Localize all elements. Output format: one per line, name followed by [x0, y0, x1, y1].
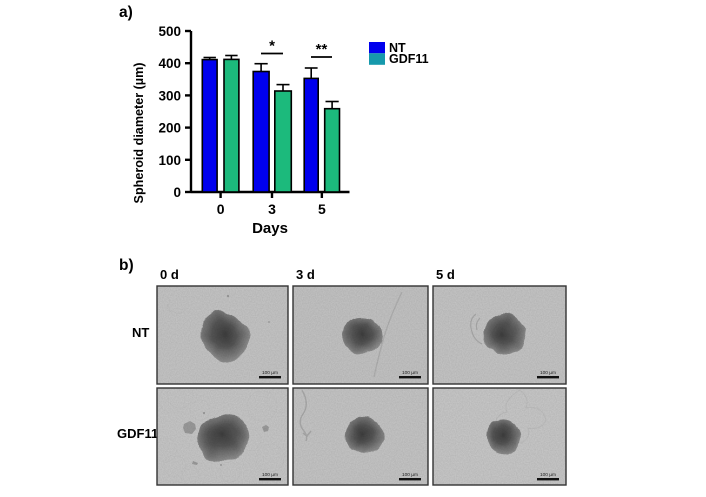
svg-text:100 µm: 100 µm — [540, 370, 556, 376]
svg-text:100 µm: 100 µm — [402, 370, 418, 376]
svg-text:100 µm: 100 µm — [540, 472, 556, 478]
svg-text:100 µm: 100 µm — [262, 370, 278, 376]
svg-text:100 µm: 100 µm — [262, 472, 278, 478]
svg-text:100 µm: 100 µm — [402, 472, 418, 478]
